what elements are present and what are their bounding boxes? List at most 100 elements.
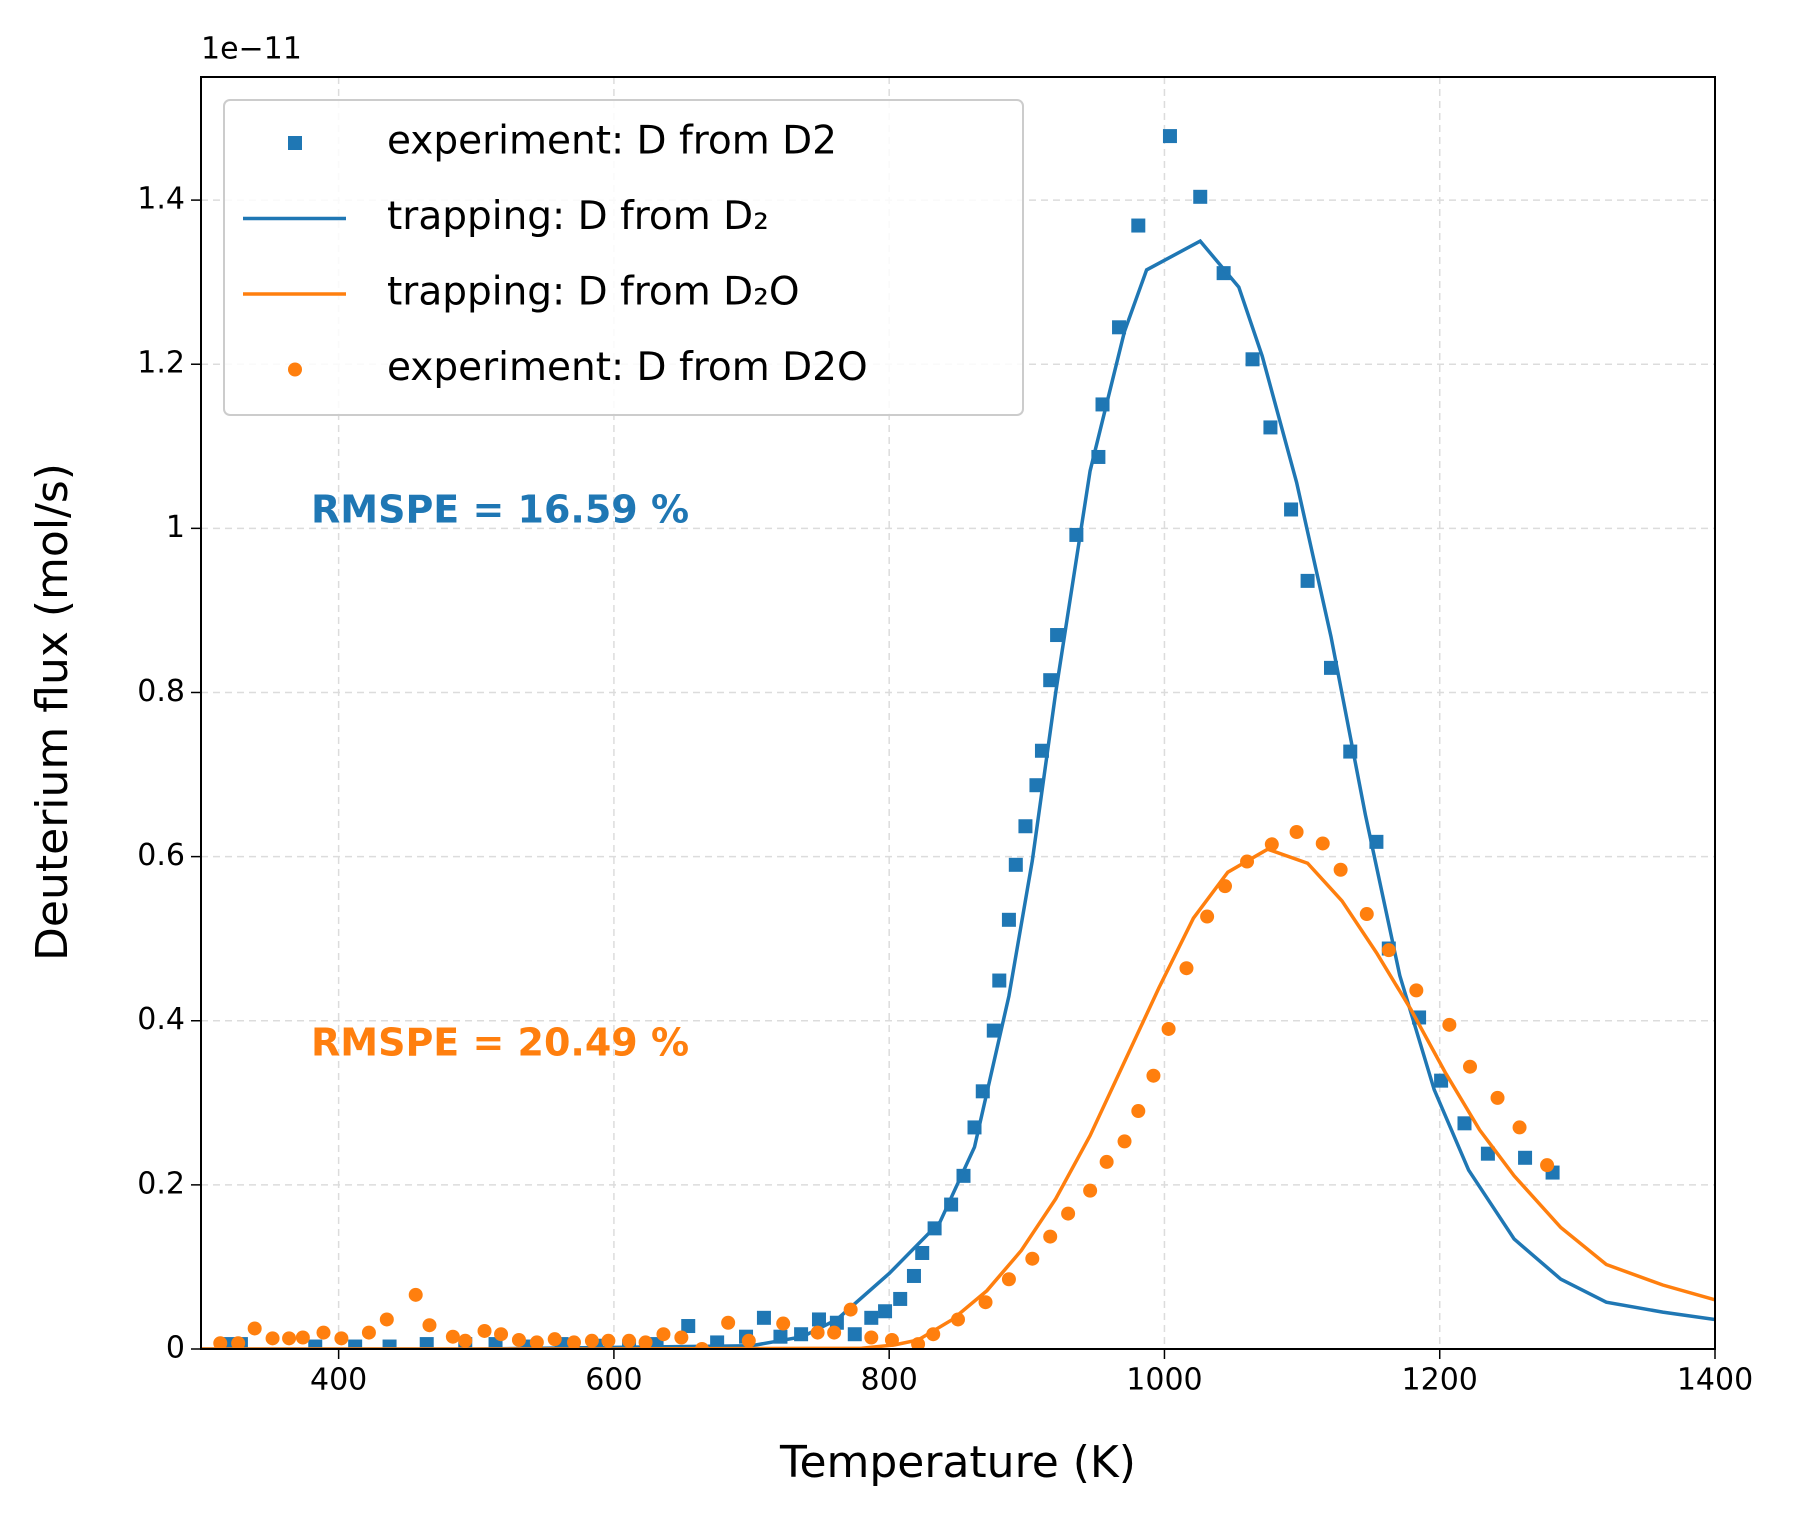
data-point (601, 1333, 616, 1348)
x-tick-label: 800 (861, 1363, 918, 1398)
data-point (1434, 1073, 1449, 1088)
data-point (477, 1323, 492, 1338)
plot-frame (200, 76, 1716, 1350)
data-point (1050, 628, 1065, 643)
data-point (1162, 129, 1177, 144)
data-point (547, 1332, 562, 1347)
data-point (494, 1327, 509, 1342)
data-point (511, 1332, 526, 1347)
data-point (906, 1268, 921, 1283)
legend-label: experiment: D from D2O (387, 345, 868, 390)
legend-marker (288, 362, 302, 377)
data-point (1490, 1090, 1505, 1105)
data-point (584, 1333, 599, 1348)
legend-label: trapping: D from D₂ (387, 194, 769, 239)
x-tick-label: 1200 (1402, 1363, 1478, 1398)
legend-label: trapping: D from D₂O (387, 270, 800, 315)
y-tick-label: 1.2 (137, 346, 185, 381)
x-tick-label: 400 (310, 1363, 367, 1398)
data-point (694, 1342, 709, 1349)
data-point (864, 1330, 879, 1345)
data-point (878, 1304, 893, 1319)
data-point (1216, 266, 1231, 281)
data-point (622, 1333, 637, 1348)
fit-line (201, 238, 1715, 1349)
y-axis-label: Deuterium flux (mol/s) (27, 463, 78, 961)
data-point (638, 1335, 653, 1349)
data-point (847, 1327, 862, 1342)
data-point (361, 1325, 376, 1340)
x-axis-label: Temperature (K) (779, 1437, 1136, 1488)
data-point (1061, 1206, 1076, 1221)
data-point (231, 1336, 246, 1349)
data-point (649, 1337, 664, 1349)
data-point (1381, 943, 1396, 958)
data-point (1043, 1229, 1058, 1244)
annotation: RMSPE = 20.49 % (311, 1021, 689, 1065)
data-point (1323, 660, 1338, 675)
plot-area (201, 129, 1715, 1349)
y-tick-label: 0.4 (137, 1002, 185, 1037)
data-point (843, 1302, 858, 1317)
data-point (1289, 824, 1304, 839)
data-point (1264, 837, 1279, 852)
y-tick-label: 1.4 (137, 182, 185, 217)
data-point (566, 1335, 581, 1349)
data-point (756, 1310, 771, 1325)
fit-line (201, 847, 1715, 1349)
data-point (1146, 1068, 1161, 1083)
data-point (408, 1287, 423, 1302)
legend: experiment: D from D2 trapping: D from D₂… (223, 99, 1024, 416)
data-point (1161, 1021, 1176, 1036)
data-point (382, 1339, 397, 1349)
data-point (1359, 907, 1374, 922)
data-point (911, 1337, 926, 1349)
y-tick-label: 0 (166, 1331, 185, 1366)
data-point (1018, 819, 1033, 834)
legend-label: experiment: D from D2 (387, 119, 837, 164)
data-point (1409, 983, 1424, 998)
data-point (1083, 1183, 1098, 1198)
data-point (1112, 320, 1127, 335)
data-point (554, 1337, 569, 1349)
x-tick-label: 1400 (1677, 1363, 1753, 1398)
data-point (1029, 778, 1044, 793)
data-point (488, 1337, 503, 1349)
data-point (986, 1023, 1001, 1038)
data-point (282, 1331, 297, 1346)
data-point (529, 1335, 544, 1349)
data-point (1480, 1146, 1495, 1161)
data-point (893, 1291, 908, 1306)
data-point (308, 1339, 323, 1349)
y-tick-label: 0.2 (137, 1166, 185, 1201)
data-point (1099, 1154, 1114, 1169)
data-point (520, 1339, 535, 1349)
data-point (656, 1327, 671, 1342)
data-point (741, 1333, 756, 1348)
data-point (1457, 1116, 1472, 1131)
data-point (419, 1337, 434, 1349)
data-point (295, 1330, 310, 1345)
data-point (681, 1319, 696, 1334)
data-point (674, 1330, 689, 1345)
y-tick-label: 0.8 (137, 674, 185, 709)
data-point (422, 1318, 437, 1333)
legend-marker (288, 136, 302, 150)
data-point (1131, 1104, 1146, 1119)
data-point (1117, 1134, 1132, 1149)
data-point (1315, 836, 1330, 851)
data-point (445, 1329, 460, 1344)
x-tick-label: 600 (585, 1363, 642, 1398)
data-point (1193, 189, 1208, 204)
data-point (1540, 1158, 1555, 1173)
data-point (1218, 879, 1233, 894)
data-point (864, 1310, 879, 1325)
data-point (1043, 673, 1058, 688)
data-point (884, 1332, 899, 1347)
data-point (213, 1336, 228, 1349)
data-point (951, 1312, 965, 1327)
data-point (827, 1325, 842, 1340)
data-point (915, 1245, 930, 1260)
legend-box (223, 99, 1024, 416)
